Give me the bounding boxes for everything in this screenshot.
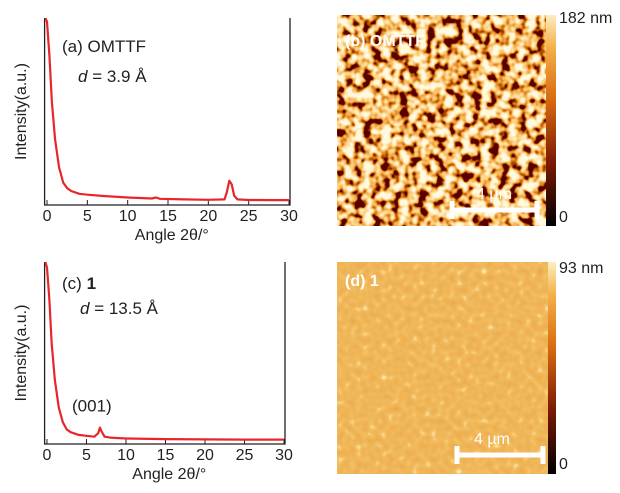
- x-tick-label: 5: [82, 447, 91, 464]
- axes-frame: [43, 262, 286, 445]
- panel-label-text: (a) OMTTF: [62, 37, 146, 56]
- x-tick-label: 30: [280, 208, 298, 225]
- x-tick-label: 0: [43, 208, 52, 225]
- d-value: = 13.5 Å: [94, 299, 158, 318]
- x-tick-label: 15: [159, 208, 177, 225]
- x-tick-label: 30: [275, 447, 293, 464]
- d-symbol: d: [78, 67, 88, 86]
- colorbar-min: 0: [559, 209, 568, 226]
- x-tick-label: 25: [236, 447, 254, 464]
- y-axis-label: Intensity(a.u.): [13, 305, 30, 402]
- panel-label: (a) OMTTF: [62, 37, 146, 56]
- x-tick-label: 5: [83, 208, 92, 225]
- d-symbol: d: [80, 299, 90, 318]
- colorbar-max: 93 nm: [559, 260, 603, 277]
- x-tick-label: 10: [117, 447, 135, 464]
- y-axis-label: Intensity(a.u.): [13, 63, 30, 160]
- d-value: = 3.9 Å: [92, 67, 147, 86]
- compound-label: 1: [87, 274, 96, 293]
- d-spacing: d = 13.5 Å: [80, 299, 159, 318]
- colorbar: [548, 262, 556, 474]
- colorbar-min: 0: [559, 456, 568, 473]
- x-tick-label: 15: [157, 447, 175, 464]
- x-axis-label: Angle 2θ/°: [132, 466, 206, 483]
- x-tick-label: 0: [43, 447, 52, 464]
- x-tick-label: 10: [119, 208, 137, 225]
- x-tick-label: 20: [196, 447, 214, 464]
- scale-label: 4 µm: [474, 431, 510, 448]
- scale-label: 4 µm: [476, 186, 512, 203]
- panel-label-text: (c): [62, 274, 82, 293]
- data-line: [44, 17, 289, 202]
- colorbar: [546, 15, 556, 226]
- x-tick-label: 25: [240, 208, 258, 225]
- x-tick-label: 20: [199, 208, 217, 225]
- afm-image: [337, 15, 546, 226]
- axes-frame: [43, 18, 291, 206]
- peak-annotation: (001): [72, 396, 112, 415]
- afm-image: [337, 262, 548, 474]
- colorbar-max: 182 nm: [559, 10, 612, 27]
- image-label: (d) 1: [345, 273, 379, 290]
- panel-label: (c) 1: [62, 274, 96, 293]
- image-label: (b) OMTTF: [345, 33, 425, 50]
- data-line: [44, 261, 284, 441]
- x-axis-label: Angle 2θ/°: [135, 227, 209, 244]
- d-spacing: d = 3.9 Å: [78, 67, 147, 86]
